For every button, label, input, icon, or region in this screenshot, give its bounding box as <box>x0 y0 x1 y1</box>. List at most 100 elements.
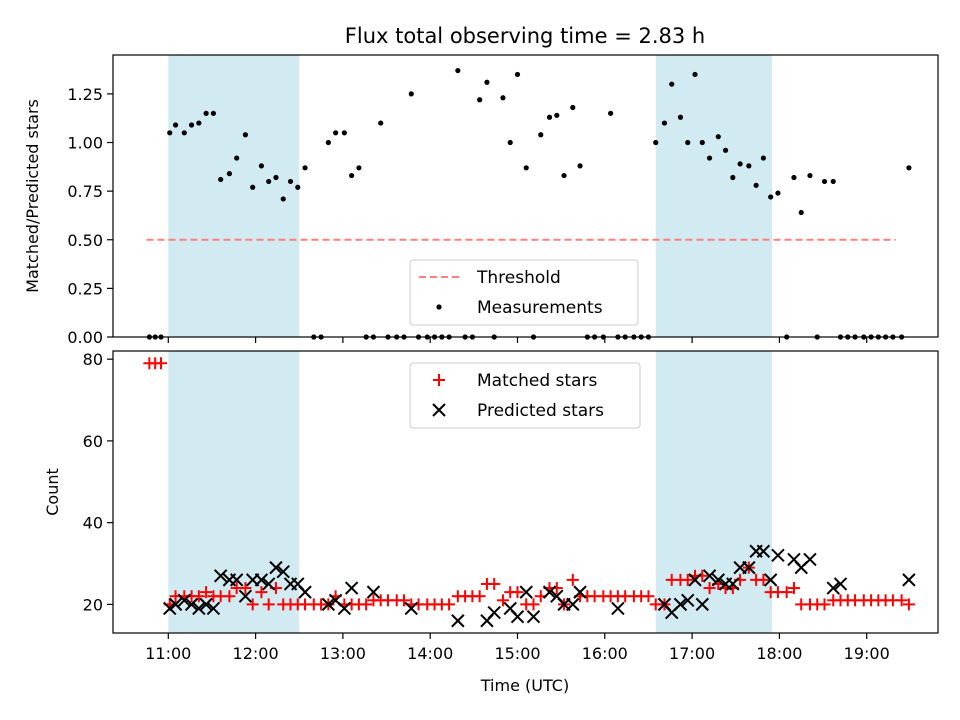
top-y-tick-label: 0.75 <box>67 182 103 201</box>
measurements-point <box>775 190 781 196</box>
bottom-panel-legend-box <box>409 362 641 429</box>
matched-stars-legend-swatch <box>433 374 445 386</box>
x-tick-label: 14:00 <box>407 644 453 663</box>
measurements-point <box>341 130 347 136</box>
matched-stars-point <box>192 590 205 603</box>
measurements-point <box>250 184 256 190</box>
matched-stars-point <box>681 573 694 586</box>
measurements-point <box>561 172 567 179</box>
top-panel-y-axis-label: Matched/Predicted stars <box>23 99 42 293</box>
measurements-point <box>500 95 506 101</box>
measurements-point <box>830 178 836 185</box>
top-shaded-interval-0 <box>168 55 300 337</box>
measurements-point <box>706 155 713 161</box>
x-tick-label: 12:00 <box>233 644 279 663</box>
measurements-point <box>188 122 195 128</box>
predicted-stars-point <box>404 601 418 616</box>
measurements-point <box>167 130 173 136</box>
predicted-stars-point <box>451 614 465 628</box>
predicted-stars-point <box>803 552 817 567</box>
measurements-point <box>210 110 216 116</box>
measurements-point <box>218 176 224 183</box>
predicted-stars-point <box>826 581 840 595</box>
top-shaded-interval-1 <box>655 55 773 337</box>
predicted-stars-legend-label: Predicted stars <box>477 401 604 421</box>
predicted-stars-point <box>366 585 381 599</box>
predicted-stars-point <box>177 593 192 608</box>
measurements-point <box>570 104 576 111</box>
measurements-point <box>685 139 691 146</box>
measurements-point <box>737 161 743 167</box>
matched-stars-point <box>757 573 770 586</box>
bottom-shaded-interval-0 <box>168 351 300 633</box>
measurements-point <box>287 178 294 185</box>
predicted-stars-point <box>702 569 717 583</box>
predicted-stars-point <box>519 585 533 599</box>
x-tick-label: 15:00 <box>494 644 540 663</box>
top-panel: 0.00 0.25 0.50 0.75 1.00 1.25 Flux total obse… <box>23 24 939 347</box>
matched-stars-point <box>223 590 236 603</box>
predicted-stars-point <box>681 593 695 608</box>
matched-stars-point <box>246 598 259 611</box>
predicted-stars-point <box>902 573 916 587</box>
measurements-point <box>554 112 560 118</box>
predicted-stars-point <box>542 585 557 599</box>
predicted-stars-point <box>229 573 244 587</box>
matched-stars-point <box>703 582 716 595</box>
measurements-point <box>699 139 705 146</box>
bottom-panel-ticks: 11:00 12:00 13:00 14:00 15:00 16:00 17:00 18:00… <box>83 350 890 663</box>
x-tick-label: 19:00 <box>844 644 890 663</box>
threshold-legend-label: Threshold <box>476 268 561 288</box>
top-panel-shaded-intervals <box>168 55 773 337</box>
predicted-stars-point <box>184 597 199 612</box>
measurements-point <box>378 120 384 126</box>
predicted-stars-point <box>763 573 778 587</box>
predicted-stars-point <box>168 597 183 612</box>
measurements-point <box>196 120 202 126</box>
measurements-point <box>484 79 490 85</box>
matched-stars-point <box>787 582 800 595</box>
measurements-point <box>325 139 331 146</box>
measurements-point <box>906 165 912 171</box>
matched-stars-legend-label: Matched stars <box>477 371 597 391</box>
top-y-tick-label: 0.50 <box>67 231 103 250</box>
matched-stars-point <box>488 577 501 590</box>
matched-stars-point <box>496 594 509 607</box>
measurements-point <box>455 67 461 74</box>
predicted-stars-point <box>695 597 709 612</box>
measurements-point <box>798 209 804 216</box>
bottom-panel: 11:00 12:00 13:00 14:00 15:00 16:00 17:00 18:00… <box>43 350 939 695</box>
matched-stars-point <box>527 598 540 611</box>
matched-stars-point <box>902 598 915 611</box>
measurements-point <box>302 165 308 171</box>
measurements-point <box>715 134 721 140</box>
bottom-panel-legend: Matched stars Predicted stars <box>409 362 641 429</box>
matched-stars-point <box>818 598 831 611</box>
predicted-stars-point <box>688 573 702 587</box>
predicted-stars-point <box>276 564 290 579</box>
top-panel-frame <box>112 54 939 338</box>
measurements-point <box>661 120 668 126</box>
measurements-point <box>677 114 684 120</box>
bottom-y-tick-label: 20 <box>83 595 103 614</box>
measurements-point <box>507 139 513 146</box>
predicted-stars-point <box>298 585 312 599</box>
matched-stars-point <box>255 586 268 599</box>
measurements-point <box>546 114 553 120</box>
bottom-panel-frame <box>112 350 939 634</box>
predicted-stars-point <box>573 585 587 599</box>
measurements-legend-swatch <box>436 304 442 310</box>
matched-stars-point <box>566 573 579 586</box>
chart-title: Flux total observing time = 2.83 h <box>345 24 705 48</box>
predicted-stars-point <box>711 573 725 587</box>
matched-stars-point <box>200 586 213 599</box>
x-tick-label: 17:00 <box>669 644 715 663</box>
predicted-stars-point <box>566 597 580 612</box>
predicted-stars-point <box>163 601 177 616</box>
top-panel-ticks: 0.00 0.25 0.50 0.75 1.00 1.25 <box>67 85 868 347</box>
predicted-stars-point <box>487 605 501 620</box>
predicted-stars-point <box>526 609 541 624</box>
bottom-shaded-interval-1 <box>655 351 773 633</box>
measurements-point <box>791 174 797 181</box>
matched-stars-point <box>511 586 524 599</box>
